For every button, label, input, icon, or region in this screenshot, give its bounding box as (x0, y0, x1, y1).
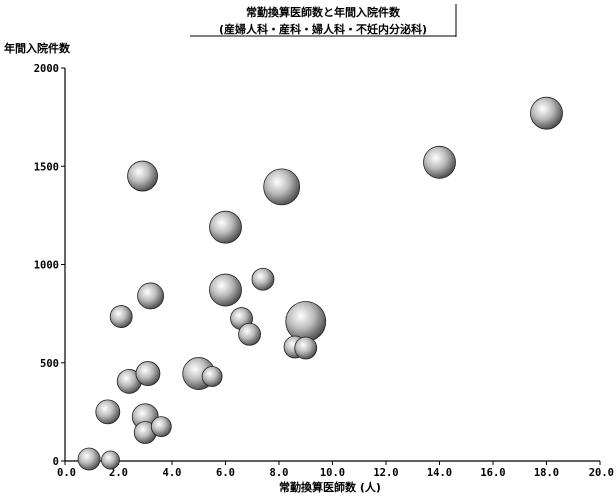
x-tick-label-1: 2.0 (109, 467, 128, 479)
x-tick-label-2: 4.0 (163, 467, 182, 479)
data-point-21 (285, 301, 327, 342)
data-point-17 (251, 267, 275, 291)
x-ticks: 0.0 2.0 4.0 6.0 8.0 10.0 12.0 14.0 16.0 18.0 20.0 (57, 461, 614, 479)
x-tick-label-7: 14.0 (427, 467, 452, 479)
chart-title: 常勤換算医師数と年間入院件数 (246, 5, 401, 19)
y-tick-label-1: 500 (40, 358, 59, 370)
bubble-layer (77, 96, 563, 471)
data-point-8 (135, 361, 161, 386)
y-tick-label-4: 2000 (34, 63, 59, 75)
x-tick-label-9: 18.0 (534, 467, 559, 479)
y-axis-label: 年間入院件数 (4, 41, 71, 55)
data-point-18 (263, 168, 301, 206)
data-point-1 (101, 450, 120, 470)
data-point-0 (77, 447, 101, 471)
chart-subtitle: (産婦人科・産科・婦人科・不妊内分泌科) (219, 22, 427, 36)
data-point-23 (530, 96, 563, 130)
x-tick-label-3: 6.0 (216, 467, 235, 479)
data-point-2 (95, 399, 121, 425)
x-axis-label: 常勤換算医師数 (人) (279, 480, 381, 494)
x-tick-label-10: 20.0 (589, 467, 614, 479)
data-point-10 (150, 416, 172, 438)
x-tick-label-4: 8.0 (270, 467, 289, 479)
data-point-14 (209, 273, 242, 307)
data-point-16 (238, 322, 261, 346)
data-point-5 (127, 160, 158, 192)
data-point-20 (294, 336, 318, 360)
data-point-22 (423, 145, 456, 179)
data-point-13 (209, 210, 242, 244)
x-tick-label-0: 0.0 (57, 467, 76, 479)
data-point-9 (137, 282, 165, 310)
data-point-3 (109, 305, 133, 328)
y-tick-label-3: 1500 (34, 161, 59, 173)
x-tick-label-5: 10.0 (320, 467, 345, 479)
data-point-12 (201, 366, 223, 387)
y-tick-label-2: 1000 (34, 260, 59, 272)
y-ticks: 0 500 1000 1500 2000 (34, 63, 65, 468)
x-tick-label-6: 12.0 (373, 467, 398, 479)
y-tick-label-0: 0 (53, 456, 59, 468)
x-tick-label-8: 16.0 (480, 467, 505, 479)
